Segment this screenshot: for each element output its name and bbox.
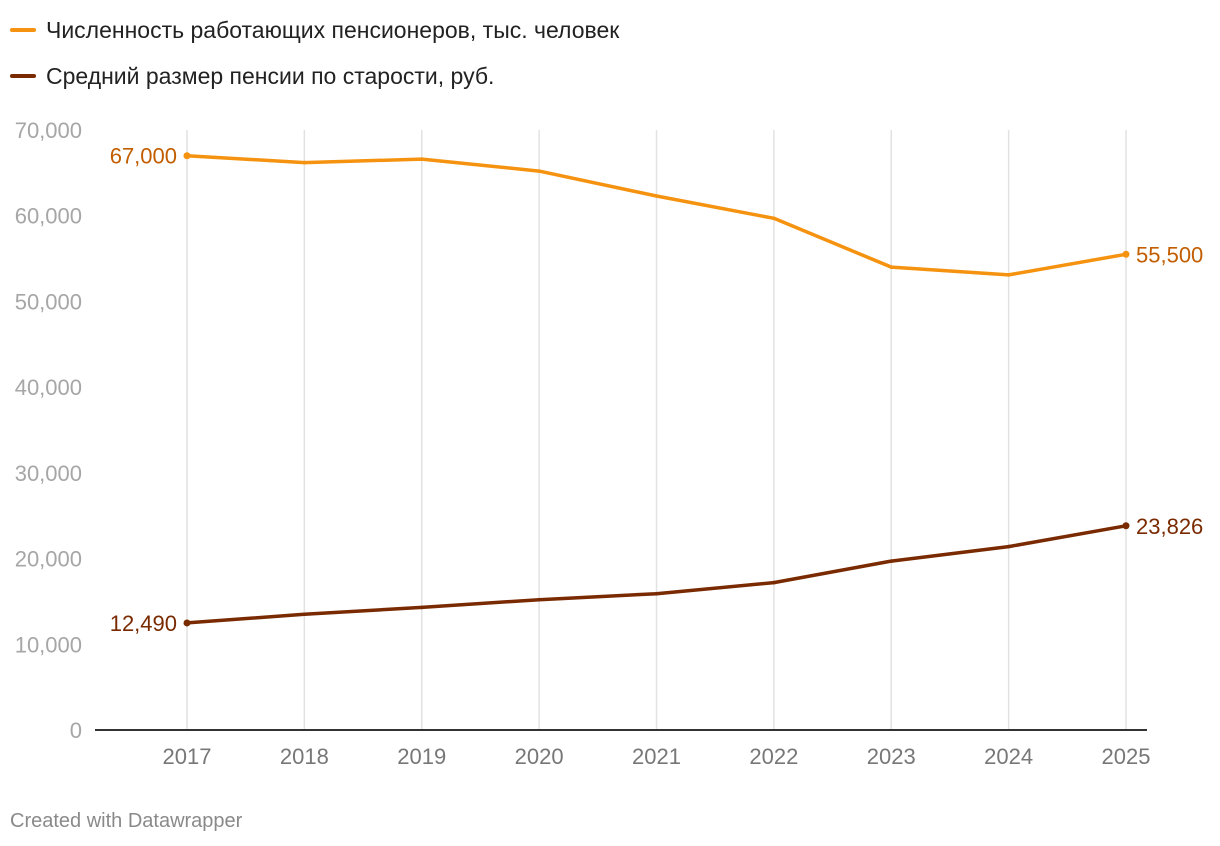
end-data-label-1: 23,826 — [1136, 514, 1203, 539]
data-point-1-2024 — [1006, 544, 1011, 549]
data-point-0-2023 — [889, 265, 894, 269]
x-tick-label-2021: 2021 — [632, 744, 681, 769]
legend: Численность работающих пенсионеров, тыс.… — [10, 14, 619, 106]
x-tick-label-2018: 2018 — [280, 744, 329, 769]
x-tick-label-2017: 2017 — [163, 744, 212, 769]
data-point-1-2022 — [772, 580, 776, 585]
data-point-0-2018 — [302, 160, 307, 165]
x-tick-label-2023: 2023 — [867, 744, 916, 769]
end-point-0 — [1122, 250, 1130, 258]
start-point-0 — [183, 152, 191, 160]
data-point-1-2018 — [302, 612, 307, 617]
data-point-0-2021 — [654, 194, 659, 198]
y-tick-label: 30,000 — [15, 461, 82, 486]
x-tick-label-2024: 2024 — [984, 744, 1033, 769]
data-point-0-2020 — [537, 169, 541, 173]
data-point-1-2019 — [419, 605, 424, 610]
legend-swatch-working-pensioners — [10, 28, 36, 32]
y-tick-label: 20,000 — [15, 547, 82, 572]
data-point-0-2019 — [419, 157, 424, 161]
start-data-label-1: 12,490 — [110, 611, 177, 636]
x-tick-label-2025: 2025 — [1102, 744, 1151, 769]
legend-label-average-pension: Средний размер пенсии по старости, руб. — [46, 62, 495, 89]
legend-item-average-pension: Средний размер пенсии по старости, руб. — [10, 60, 619, 92]
data-point-1-2021 — [654, 591, 659, 596]
data-point-0-2022 — [772, 216, 776, 221]
y-tick-label: 10,000 — [15, 632, 82, 657]
y-tick-label: 0 — [70, 718, 82, 743]
data-point-0-2024 — [1006, 273, 1011, 277]
data-point-1-2023 — [889, 559, 894, 563]
x-tick-label-2020: 2020 — [515, 744, 564, 769]
y-tick-label: 40,000 — [15, 375, 82, 400]
legend-label-working-pensioners: Численность работающих пенсионеров, тыс.… — [46, 16, 620, 43]
x-tick-label-2022: 2022 — [749, 744, 798, 769]
end-data-label-0: 55,500 — [1136, 242, 1203, 267]
y-tick-label: 70,000 — [15, 118, 82, 143]
legend-swatch-average-pension — [10, 74, 36, 78]
end-point-1 — [1122, 522, 1130, 530]
y-tick-label: 60,000 — [15, 204, 82, 229]
y-tick-label: 50,000 — [15, 289, 82, 314]
data-point-1-2020 — [537, 597, 541, 602]
footer-credit: Created with Datawrapper — [10, 810, 243, 832]
legend-item-working-pensioners: Численность работающих пенсионеров, тыс.… — [10, 14, 619, 46]
start-data-label-0: 67,000 — [110, 144, 177, 169]
start-point-1 — [183, 619, 191, 627]
x-tick-label-2019: 2019 — [397, 744, 446, 769]
